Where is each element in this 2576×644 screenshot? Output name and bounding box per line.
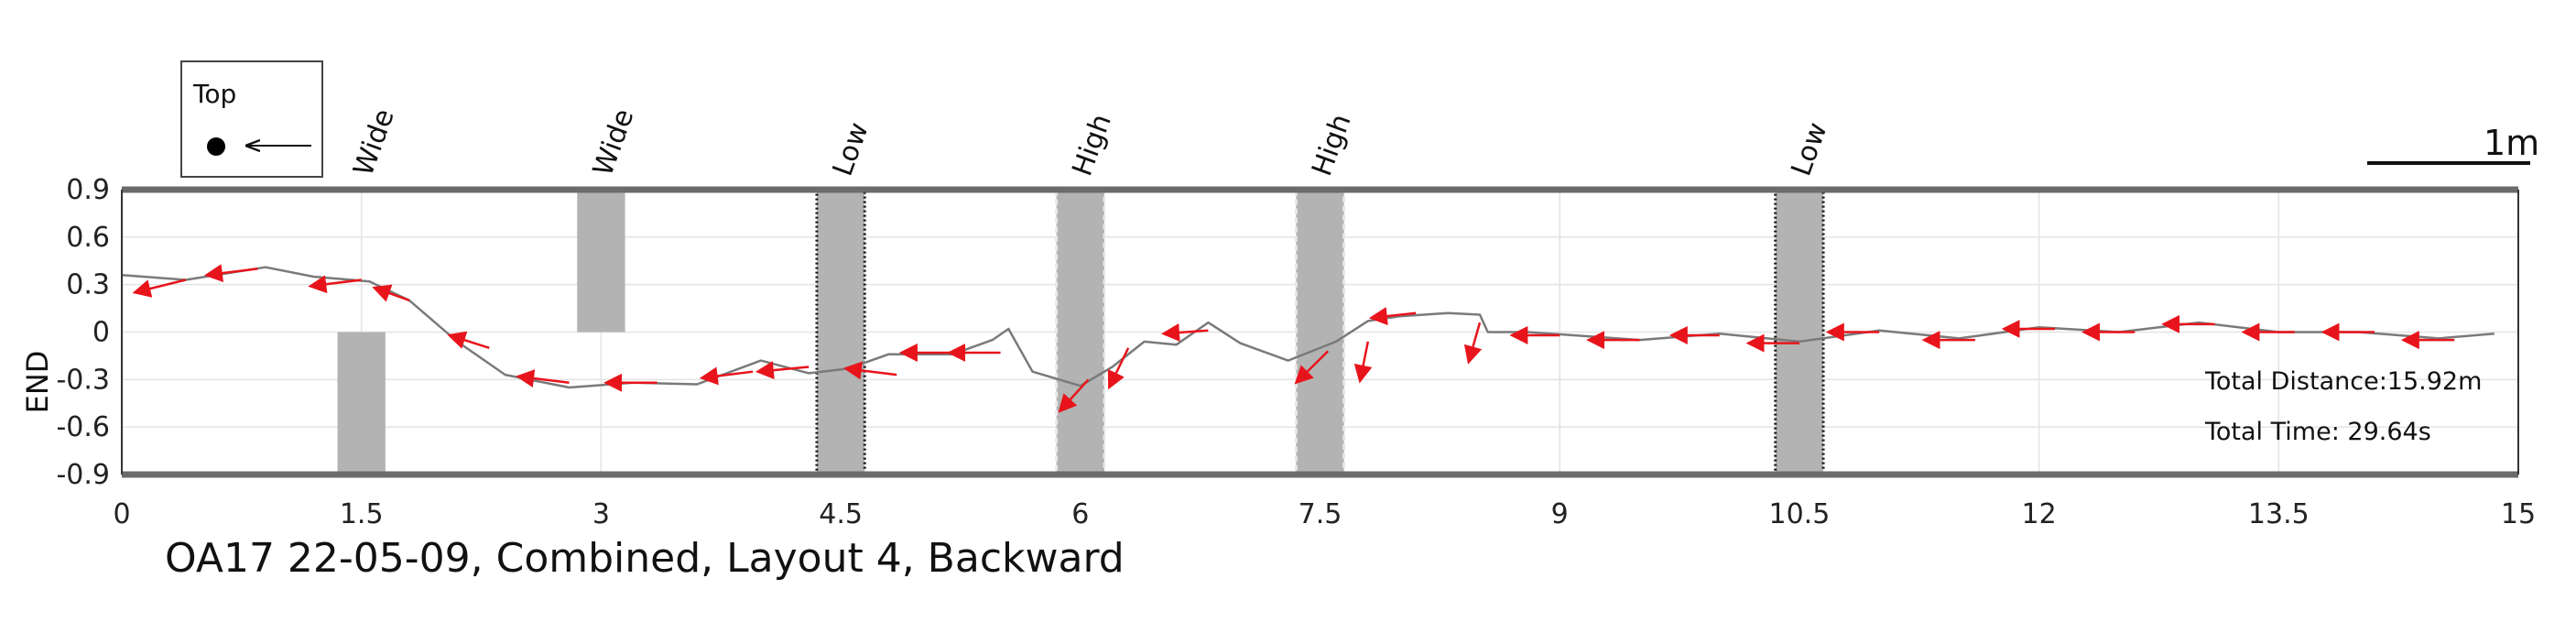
legend: Top xyxy=(180,60,323,178)
legend-label: Top xyxy=(192,79,236,109)
obstacle-1 xyxy=(577,190,625,333)
heading-arrow-2 xyxy=(308,275,362,294)
x-tick-label-4: 6 xyxy=(1071,498,1089,530)
obstacle-labels: Wide Wide Low High High Low xyxy=(347,104,1833,180)
heading-arrow-8 xyxy=(755,361,810,380)
y-tick-label-1: 0.6 xyxy=(66,222,110,254)
obstacle-2 xyxy=(815,188,866,476)
heading-arrow-13 xyxy=(1107,347,1130,390)
obstacle-label-5: Low xyxy=(1786,118,1834,180)
heading-arrow-7 xyxy=(699,366,754,386)
heading-arrow-4 xyxy=(447,331,490,349)
obstacle-label-2: Low xyxy=(827,118,875,180)
heading-arrow-3 xyxy=(372,284,410,302)
heading-arrow-5 xyxy=(516,369,570,387)
scale-bar-label: 1m xyxy=(2484,123,2539,163)
obstacle-label-4: High xyxy=(1306,110,1357,180)
obstacle-0 xyxy=(337,332,386,475)
heading-arrow-12 xyxy=(1058,378,1090,413)
y-tick-label-6: -0.9 xyxy=(56,459,110,491)
legend-box xyxy=(180,60,323,178)
obstacle-4 xyxy=(1294,188,1346,476)
obstacle-label-0: Wide xyxy=(347,104,400,180)
heading-arrow-1 xyxy=(203,264,258,283)
scale-bar: 1m xyxy=(2367,123,2539,165)
heading-arrow-9 xyxy=(842,361,897,380)
y-tick-labels: 0.9 0.6 0.3 0 -0.3 -0.6 -0.9 xyxy=(56,174,110,491)
x-tick-label-0: 0 xyxy=(113,498,130,530)
y-tick-label-0: 0.9 xyxy=(66,174,110,206)
x-tick-label-3: 4.5 xyxy=(819,498,863,530)
heading-arrow-15 xyxy=(1294,350,1330,385)
heading-arrows xyxy=(132,264,2455,413)
heading-arrow-14 xyxy=(1161,323,1209,342)
obstacle-3 xyxy=(1055,188,1106,476)
y-tick-label-5: -0.6 xyxy=(56,411,110,443)
legend-dot-icon xyxy=(207,137,225,156)
obstacle-label-1: Wide xyxy=(587,104,640,180)
heading-arrow-16 xyxy=(1353,341,1373,384)
axes xyxy=(121,186,2519,478)
x-tick-label-9: 13.5 xyxy=(2248,498,2310,530)
x-tick-label-1: 1.5 xyxy=(340,498,384,530)
y-axis-label: END xyxy=(20,351,55,414)
x-tick-label-6: 9 xyxy=(1551,498,1569,530)
obstacle-label-3: High xyxy=(1066,110,1117,180)
x-tick-label-10: 15 xyxy=(2501,498,2536,530)
y-tick-label-2: 0.3 xyxy=(66,269,110,301)
heading-arrow-0 xyxy=(132,278,187,298)
obstacle-5 xyxy=(1774,188,1825,476)
x-tick-label-5: 7.5 xyxy=(1299,498,1342,530)
heading-arrow-17 xyxy=(1368,307,1417,326)
y-tick-label-3: 0 xyxy=(92,317,110,349)
x-tick-label-2: 3 xyxy=(592,498,610,530)
x-tick-labels: 0 1.5 3 4.5 6 7.5 9 10.5 12 13.5 15 xyxy=(113,498,2536,530)
heading-arrow-18 xyxy=(1463,322,1483,365)
x-tick-label-7: 10.5 xyxy=(1769,498,1831,530)
x-tick-label-8: 12 xyxy=(2022,498,2057,530)
y-tick-label-4: -0.3 xyxy=(56,364,110,396)
total-time-annotation: Total Time: 29.64s xyxy=(2204,418,2431,446)
chart-title: OA17 22-05-09, Combined, Layout 4, Backw… xyxy=(165,535,1125,582)
total-distance-annotation: Total Distance:15.92m xyxy=(2204,367,2482,396)
